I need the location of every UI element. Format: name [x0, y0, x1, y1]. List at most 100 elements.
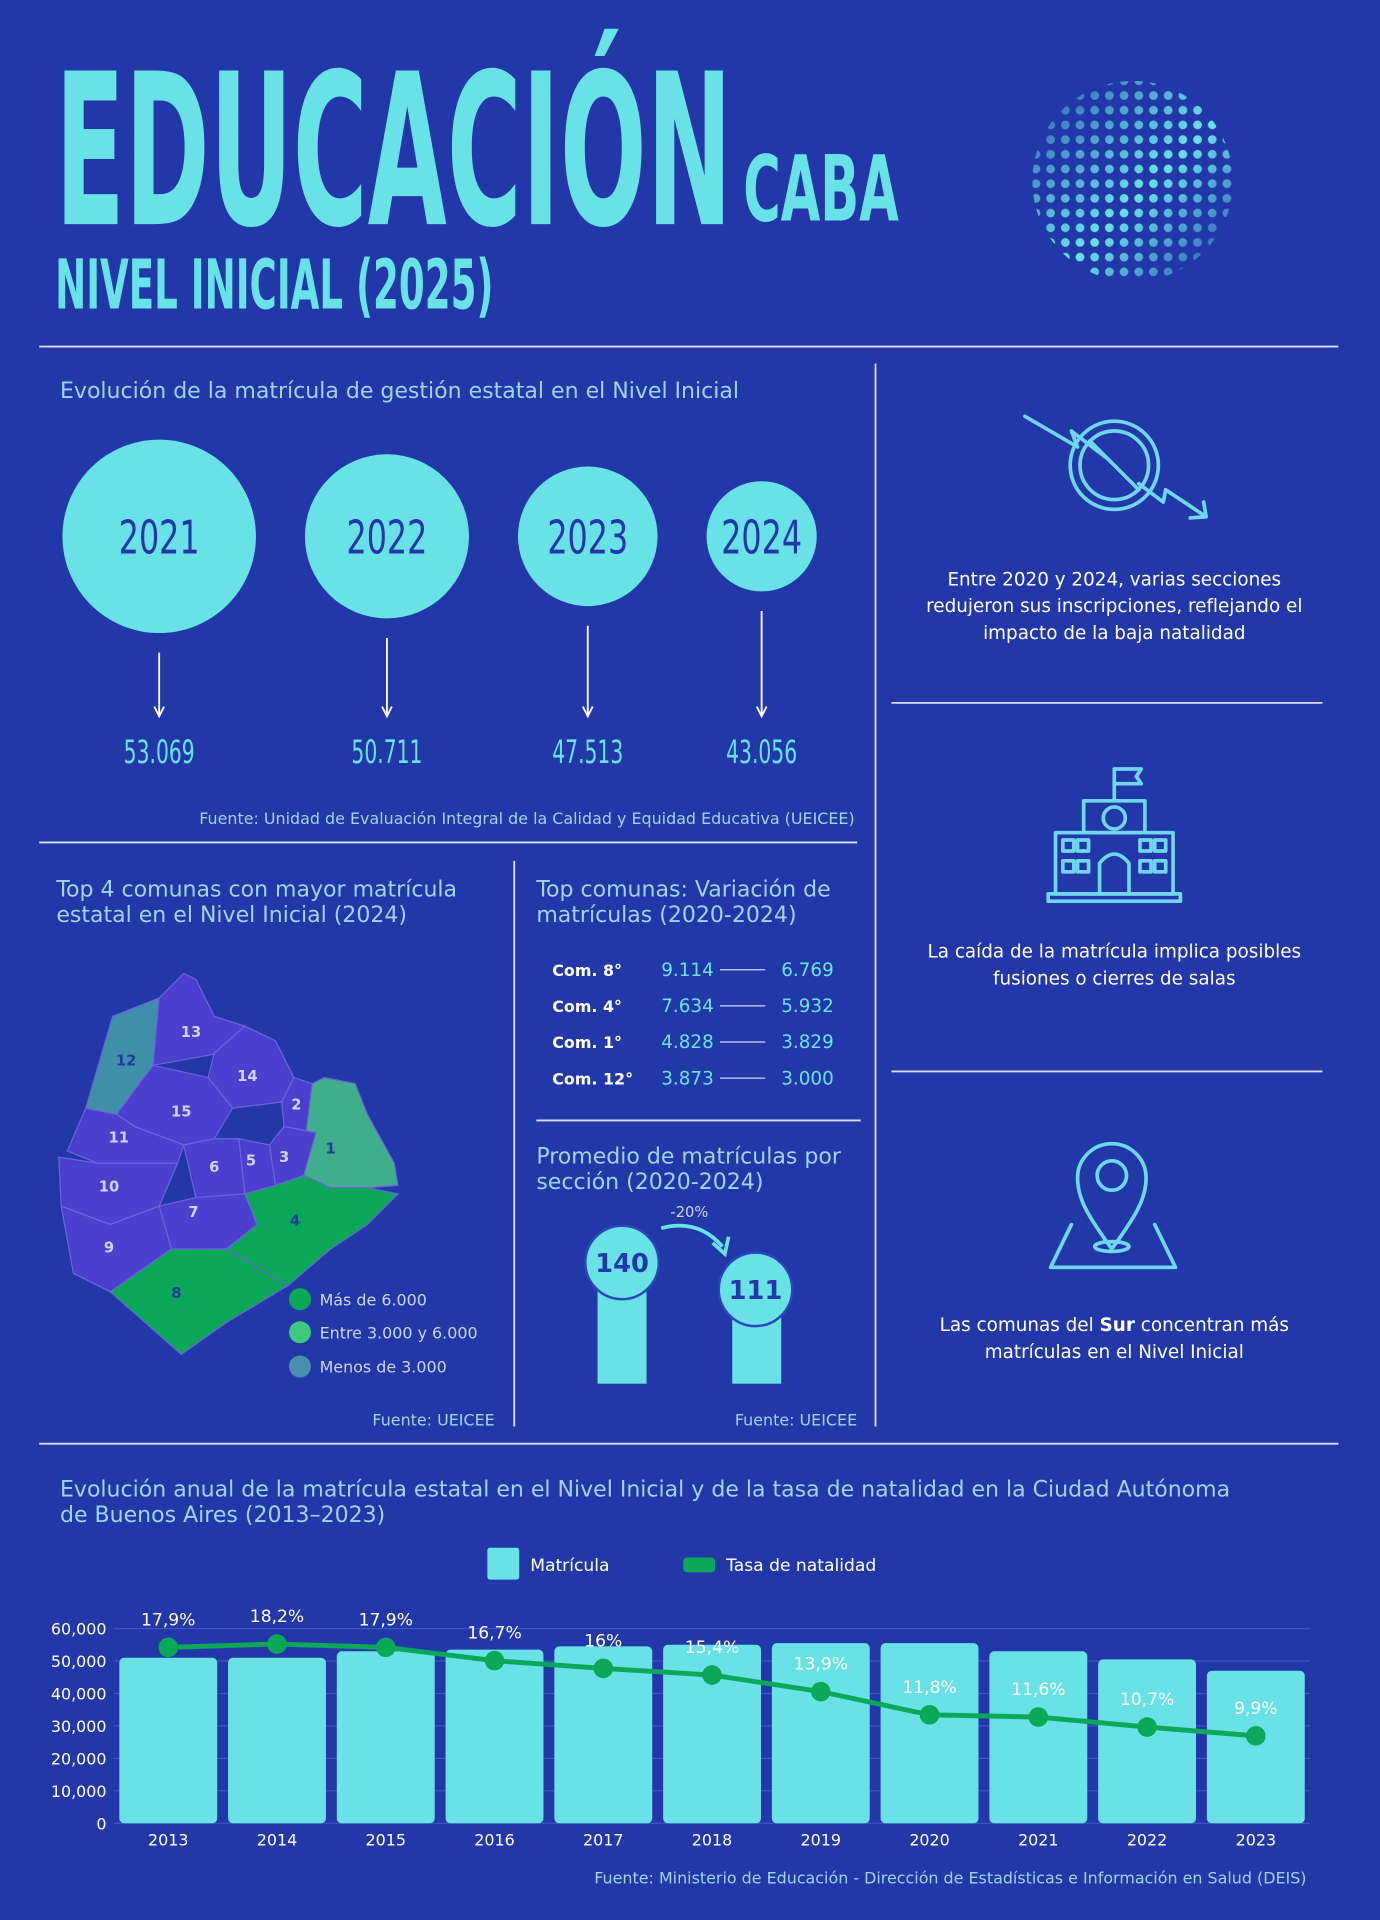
legend-swatch — [683, 1557, 716, 1573]
comuna-label: 8 — [171, 1285, 181, 1302]
comuna-label: 12 — [116, 1052, 136, 1069]
comuna-label: 15 — [171, 1104, 191, 1121]
point — [375, 1637, 396, 1658]
value-label: 18,2% — [250, 1607, 304, 1627]
section-title: matrículas (2020-2024) — [536, 903, 796, 928]
year-label: 2023 — [547, 510, 628, 564]
comuna-label: 10 — [99, 1178, 119, 1195]
legend-swatch — [288, 1321, 312, 1344]
legend-label: Tasa de natalidad — [725, 1556, 876, 1576]
insight-bold: Sur — [1100, 1315, 1135, 1336]
point — [158, 1637, 179, 1658]
x-tick-label: 2022 — [1127, 1830, 1167, 1849]
value-label: 11,8% — [902, 1678, 956, 1698]
avg-year: 2024 — [782, 1343, 799, 1380]
legend-label: Menos de 3.000 — [320, 1358, 447, 1377]
x-tick-label: 2017 — [583, 1830, 623, 1849]
section-title: Top 4 comunas con mayor matrícula — [55, 877, 457, 902]
globe-decoration — [1032, 80, 1234, 282]
insight-text: redujeron sus inscripciones, reflejando … — [926, 596, 1302, 617]
source: Fuente: UEICEE — [372, 1410, 494, 1429]
point — [484, 1650, 505, 1671]
source: Fuente: Unidad de Evaluación Integral de… — [199, 809, 854, 828]
bar — [1206, 1670, 1305, 1824]
value-2024: 3.000 — [781, 1068, 834, 1089]
insight-text: fusiones o cierres de salas — [993, 968, 1235, 989]
year-bubble — [517, 466, 658, 607]
x-tick-label: 2015 — [366, 1830, 406, 1849]
avg-year: 2020 — [647, 1323, 664, 1360]
subtitle: NIVEL INICIAL (2025) — [55, 246, 493, 326]
year-bubble — [62, 439, 256, 634]
x-tick-label: 2023 — [1236, 1830, 1276, 1849]
comuna-name: Com. 8° — [552, 961, 622, 980]
bar — [445, 1649, 544, 1824]
y-tick-label: 40,000 — [51, 1685, 107, 1704]
x-tick-label: 2013 — [148, 1830, 188, 1849]
x-tick-label: 2020 — [909, 1830, 949, 1849]
value-2024: 3.829 — [781, 1032, 834, 1053]
point — [702, 1665, 722, 1685]
value-label: 17,9% — [359, 1610, 413, 1630]
comuna — [109, 1248, 289, 1356]
icon-birth-decline — [1023, 414, 1208, 520]
bar — [1098, 1659, 1197, 1824]
section-title: Evolución de la matrícula de gestión est… — [60, 379, 739, 404]
avg-bubble — [717, 1251, 794, 1328]
value-2020: 9.114 — [661, 960, 714, 981]
main-title: EDUCACIÓN — [55, 28, 732, 274]
icon-school — [1046, 767, 1183, 904]
enrollment-value: 53.069 — [124, 733, 195, 771]
y-tick-label: 50,000 — [51, 1652, 107, 1671]
source: Fuente: Ministerio de Educación - Direcc… — [594, 1868, 1306, 1887]
insight-text: La caída de la matrícula implica posible… — [928, 942, 1302, 963]
x-tick-label: 2016 — [474, 1830, 514, 1849]
year-label: 2022 — [347, 510, 428, 564]
value-label: 9,9% — [1234, 1699, 1278, 1719]
comuna-label: 13 — [181, 1024, 201, 1041]
value-label: 15,4% — [685, 1638, 739, 1658]
comuna — [225, 1174, 400, 1287]
bar — [663, 1644, 761, 1824]
comuna-name: Com. 1° — [552, 1033, 622, 1052]
point — [811, 1681, 831, 1702]
change-arrow — [711, 1236, 731, 1258]
legend-swatch — [487, 1547, 520, 1580]
legend-swatch — [288, 1355, 312, 1378]
variation-table: Com. 8° 9.114 6.769 Com. 4° 7.634 5.932 Com. 1… — [552, 960, 834, 1089]
insight-text: impacto de la baja natalidad — [983, 623, 1245, 644]
legend-swatch — [288, 1288, 312, 1311]
chart-title: Evolución anual de la matrícula estatal … — [60, 1477, 1230, 1502]
bar — [880, 1643, 979, 1824]
x-tick-label: 2019 — [801, 1830, 841, 1849]
arrow-head — [755, 706, 768, 719]
bar — [989, 1651, 1088, 1824]
y-tick-label: 60,000 — [51, 1620, 107, 1639]
comuna-label: 6 — [209, 1159, 219, 1176]
comuna-label: 14 — [237, 1068, 257, 1085]
point — [1137, 1717, 1157, 1737]
y-tick-label: 0 — [96, 1814, 106, 1833]
comuna-label: 1 — [325, 1140, 335, 1157]
year-label: 2024 — [721, 510, 802, 564]
value-label: 10,7% — [1120, 1690, 1174, 1710]
enrollment-value: 43.056 — [726, 733, 797, 771]
comuna-label: 3 — [279, 1149, 289, 1166]
insight-text: Entre 2020 y 2024, varias secciones — [947, 569, 1281, 590]
x-tick-label: 2014 — [257, 1830, 297, 1849]
value-label: 11,6% — [1011, 1680, 1065, 1700]
legend-label: Entre 3.000 y 6.000 — [320, 1323, 478, 1342]
value-2020: 3.873 — [661, 1068, 714, 1089]
point — [1246, 1726, 1266, 1746]
bar — [228, 1657, 326, 1824]
enrollment-value: 47.513 — [552, 733, 623, 771]
bubble-group: 2021 53.069 2022 50.711 2023 47.513 2024 43.056 — [62, 439, 817, 771]
source: Fuente: UEICEE — [735, 1410, 857, 1429]
legend-label: Más de 6.000 — [320, 1290, 427, 1309]
section-title: sección (2020-2024) — [536, 1170, 763, 1195]
region: CABA — [743, 137, 899, 242]
value-2024: 5.932 — [781, 996, 834, 1017]
